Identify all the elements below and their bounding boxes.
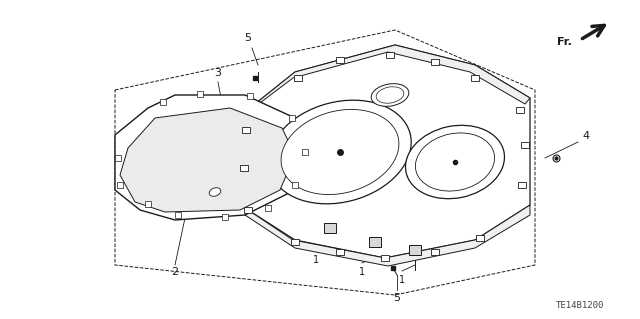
Bar — [324, 223, 336, 233]
Ellipse shape — [376, 87, 404, 103]
Bar — [476, 235, 484, 241]
Ellipse shape — [371, 84, 409, 106]
Ellipse shape — [406, 125, 504, 199]
Ellipse shape — [269, 100, 412, 204]
Text: 1: 1 — [399, 275, 405, 285]
Text: 5: 5 — [394, 293, 401, 303]
Text: Fr.: Fr. — [557, 37, 572, 47]
Bar — [242, 127, 250, 133]
Polygon shape — [240, 45, 530, 118]
Bar — [386, 52, 394, 58]
Bar — [336, 57, 344, 63]
Bar — [302, 149, 308, 155]
Text: 2: 2 — [172, 267, 179, 277]
Ellipse shape — [415, 133, 495, 191]
Text: 5: 5 — [244, 33, 252, 43]
Text: 1: 1 — [359, 267, 365, 277]
Bar — [471, 75, 479, 81]
Bar — [292, 182, 298, 188]
Bar — [431, 59, 439, 65]
Ellipse shape — [281, 109, 399, 195]
Text: 3: 3 — [214, 68, 221, 78]
Bar — [291, 239, 299, 245]
Polygon shape — [115, 95, 310, 220]
Bar — [247, 93, 253, 99]
Bar — [117, 182, 123, 188]
Text: 4: 4 — [582, 131, 589, 141]
Text: TE14B1200: TE14B1200 — [556, 300, 604, 309]
Bar — [244, 207, 252, 213]
Bar — [409, 245, 421, 255]
Bar — [222, 214, 228, 220]
Bar — [518, 182, 526, 188]
Ellipse shape — [209, 188, 221, 196]
Bar — [336, 249, 344, 255]
Text: 1: 1 — [313, 255, 319, 265]
Bar — [175, 212, 181, 218]
Polygon shape — [245, 205, 530, 266]
Bar — [115, 155, 121, 161]
Bar — [240, 165, 248, 171]
Bar — [197, 91, 203, 97]
Bar — [145, 201, 151, 207]
Polygon shape — [245, 45, 530, 258]
Bar — [294, 75, 302, 81]
Bar — [521, 142, 529, 148]
Bar — [381, 255, 389, 261]
Bar — [160, 99, 166, 105]
Polygon shape — [120, 108, 295, 212]
Bar — [265, 205, 271, 211]
Bar — [431, 249, 439, 255]
Bar — [369, 237, 381, 247]
Bar — [516, 107, 524, 113]
Bar — [289, 115, 295, 121]
